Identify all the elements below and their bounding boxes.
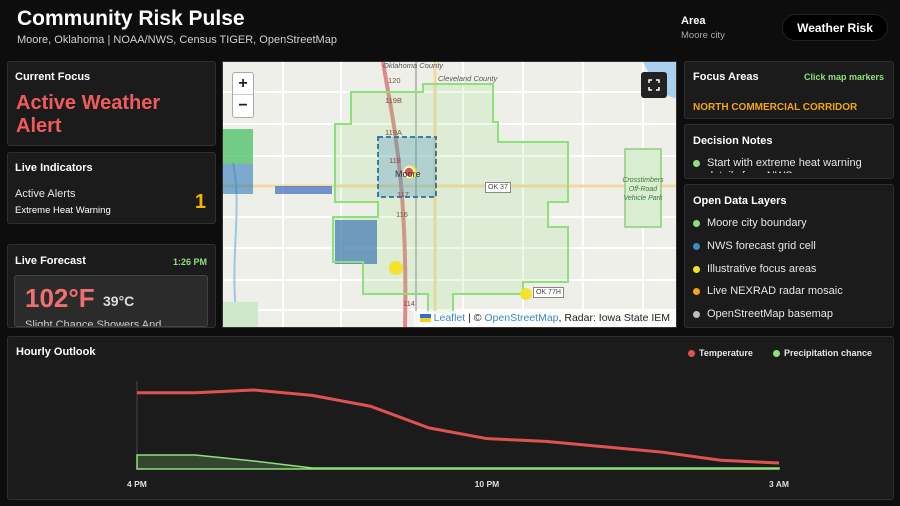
page-subtitle: Moore, Oklahoma | NOAA/NWS, Census TIGER… xyxy=(17,34,337,46)
focus-areas-panel: Focus Areas Click map markers NORTH COMM… xyxy=(684,61,894,119)
decision-note: Start with extreme heat warning details … xyxy=(693,157,883,173)
map-label-oklahoma-county: Oklahoma County xyxy=(383,61,444,70)
forecast-description: Slight Chance Showers And xyxy=(25,319,162,327)
x-tick-label: 3 AM xyxy=(769,479,789,489)
legend-temperature: Temperature xyxy=(688,348,753,358)
layer-dot xyxy=(693,288,700,295)
layer-dot xyxy=(693,243,700,250)
layer-item-grid-cell[interactable]: NWS forecast grid cell xyxy=(693,240,816,253)
fullscreen-icon xyxy=(648,79,660,91)
current-focus-panel: Current Focus Active Weather Alert xyxy=(7,61,216,146)
ukraine-flag-icon xyxy=(419,314,431,322)
zoom-control: + − xyxy=(232,72,254,118)
live-forecast-heading: Live Forecast xyxy=(15,255,86,267)
radar-attribution: , Radar: Iowa State IEM xyxy=(558,312,670,324)
exit-label-117: 117 xyxy=(397,190,409,199)
temp-fahrenheit: 102°F xyxy=(25,283,95,313)
current-focus-heading: Current Focus xyxy=(15,71,91,83)
live-indicators-panel: Live Indicators Active Alerts Extreme He… xyxy=(7,152,216,224)
road-label-ok77h: OK 77H xyxy=(533,287,564,298)
layer-label: NWS forecast grid cell xyxy=(707,240,816,252)
layer-label: Illustrative focus areas xyxy=(707,263,817,275)
click-map-markers-link[interactable]: Click map markers xyxy=(803,72,884,82)
legend-dot-temp xyxy=(688,350,695,357)
weather-risk-button[interactable]: Weather Risk xyxy=(782,14,888,41)
exit-label-114: 114 xyxy=(403,299,415,308)
map-label-park: Crosstimbers Off-Road Vehicle Park xyxy=(622,177,664,202)
alert-detail: Extreme Heat Warning xyxy=(15,205,111,216)
zoom-out-button[interactable]: − xyxy=(238,97,248,114)
precipitation-series xyxy=(136,454,780,470)
temperature-series xyxy=(137,388,780,465)
focus-area-item[interactable]: NORTH COMMERCIAL CORRIDOR xyxy=(693,102,858,113)
header: Community Risk Pulse Moore, Oklahoma | N… xyxy=(0,0,900,56)
layer-item-focus-areas[interactable]: Illustrative focus areas xyxy=(693,263,816,276)
forecast-time: 1:26 PM xyxy=(172,257,207,267)
area-value: Moore city xyxy=(681,30,725,41)
exit-label-119a: 119A xyxy=(385,128,402,137)
decision-notes-heading: Decision Notes xyxy=(693,135,773,147)
legend-precipitation: Precipitation chance xyxy=(773,348,872,358)
active-alerts-count: 1 xyxy=(194,191,206,213)
layer-item-city-boundary[interactable]: Moore city boundary xyxy=(693,217,807,230)
layer-dot xyxy=(693,220,700,227)
legend-dot-precip xyxy=(773,350,780,357)
active-alerts-label: Active Alerts xyxy=(15,188,76,200)
map-label-moore: Moore xyxy=(395,169,421,179)
legend-precip-label: Precipitation chance xyxy=(784,348,873,358)
hourly-chart xyxy=(136,381,780,470)
exit-label-118: 118 xyxy=(389,156,401,165)
forecast-card: 102°F 39°C Slight Chance Showers And xyxy=(14,275,208,327)
layer-label: Moore city boundary xyxy=(707,217,807,229)
map-label-cleveland-county: Cleveland County xyxy=(438,74,498,83)
layer-dot xyxy=(693,266,700,273)
leaflet-link[interactable]: Leaflet xyxy=(433,312,466,324)
map-view[interactable]: Oklahoma County Cleveland County Moore C… xyxy=(222,61,677,328)
decision-note-text: Start with extreme heat warning details … xyxy=(707,157,862,173)
layer-item-basemap[interactable]: OpenStreetMap basemap xyxy=(693,308,833,321)
temp-celsius: 39°C xyxy=(103,293,135,309)
osm-link[interactable]: OpenStreetMap xyxy=(484,312,559,324)
hourly-outlook-panel: Hourly Outlook Temperature Precipitation… xyxy=(7,336,894,500)
hourly-outlook-heading: Hourly Outlook xyxy=(16,346,96,358)
decision-notes-panel: Decision Notes Start with extreme heat w… xyxy=(684,124,894,179)
layer-item-radar[interactable]: Live NEXRAD radar mosaic xyxy=(693,285,843,298)
data-layers-panel: Open Data Layers Moore city boundary NWS… xyxy=(684,184,894,328)
page-title: Community Risk Pulse xyxy=(17,7,245,30)
note-bullet xyxy=(693,160,700,167)
live-indicators-heading: Live Indicators xyxy=(15,162,93,174)
fullscreen-button[interactable] xyxy=(641,72,667,98)
current-focus-value: Active Weather Alert xyxy=(16,92,161,137)
area-label: Area xyxy=(681,15,706,27)
map-basemap xyxy=(223,62,676,327)
exit-label-116: 116 xyxy=(396,210,408,219)
live-forecast-panel: Live Forecast 1:26 PM 102°F 39°C Slight … xyxy=(7,244,216,328)
data-layers-heading: Open Data Layers xyxy=(693,195,787,207)
road-label-ok37: OK 37 xyxy=(485,182,511,193)
exit-label-119b: 119B xyxy=(385,96,402,105)
legend-temperature-label: Temperature xyxy=(699,348,753,358)
x-tick-label: 4 PM xyxy=(127,479,147,489)
x-tick-label: 10 PM xyxy=(474,479,500,489)
map-attribution: Leaflet | © OpenStreetMap, Radar: Iowa S… xyxy=(413,311,676,327)
layer-label: OpenStreetMap basemap xyxy=(707,308,833,320)
exit-label-120: 120 xyxy=(388,76,401,85)
layer-label: Live NEXRAD radar mosaic xyxy=(707,285,843,297)
zoom-in-button[interactable]: + xyxy=(233,73,253,95)
attribution-separator: | © xyxy=(465,312,485,324)
layer-dot xyxy=(693,311,700,318)
focus-areas-heading: Focus Areas xyxy=(693,71,759,83)
